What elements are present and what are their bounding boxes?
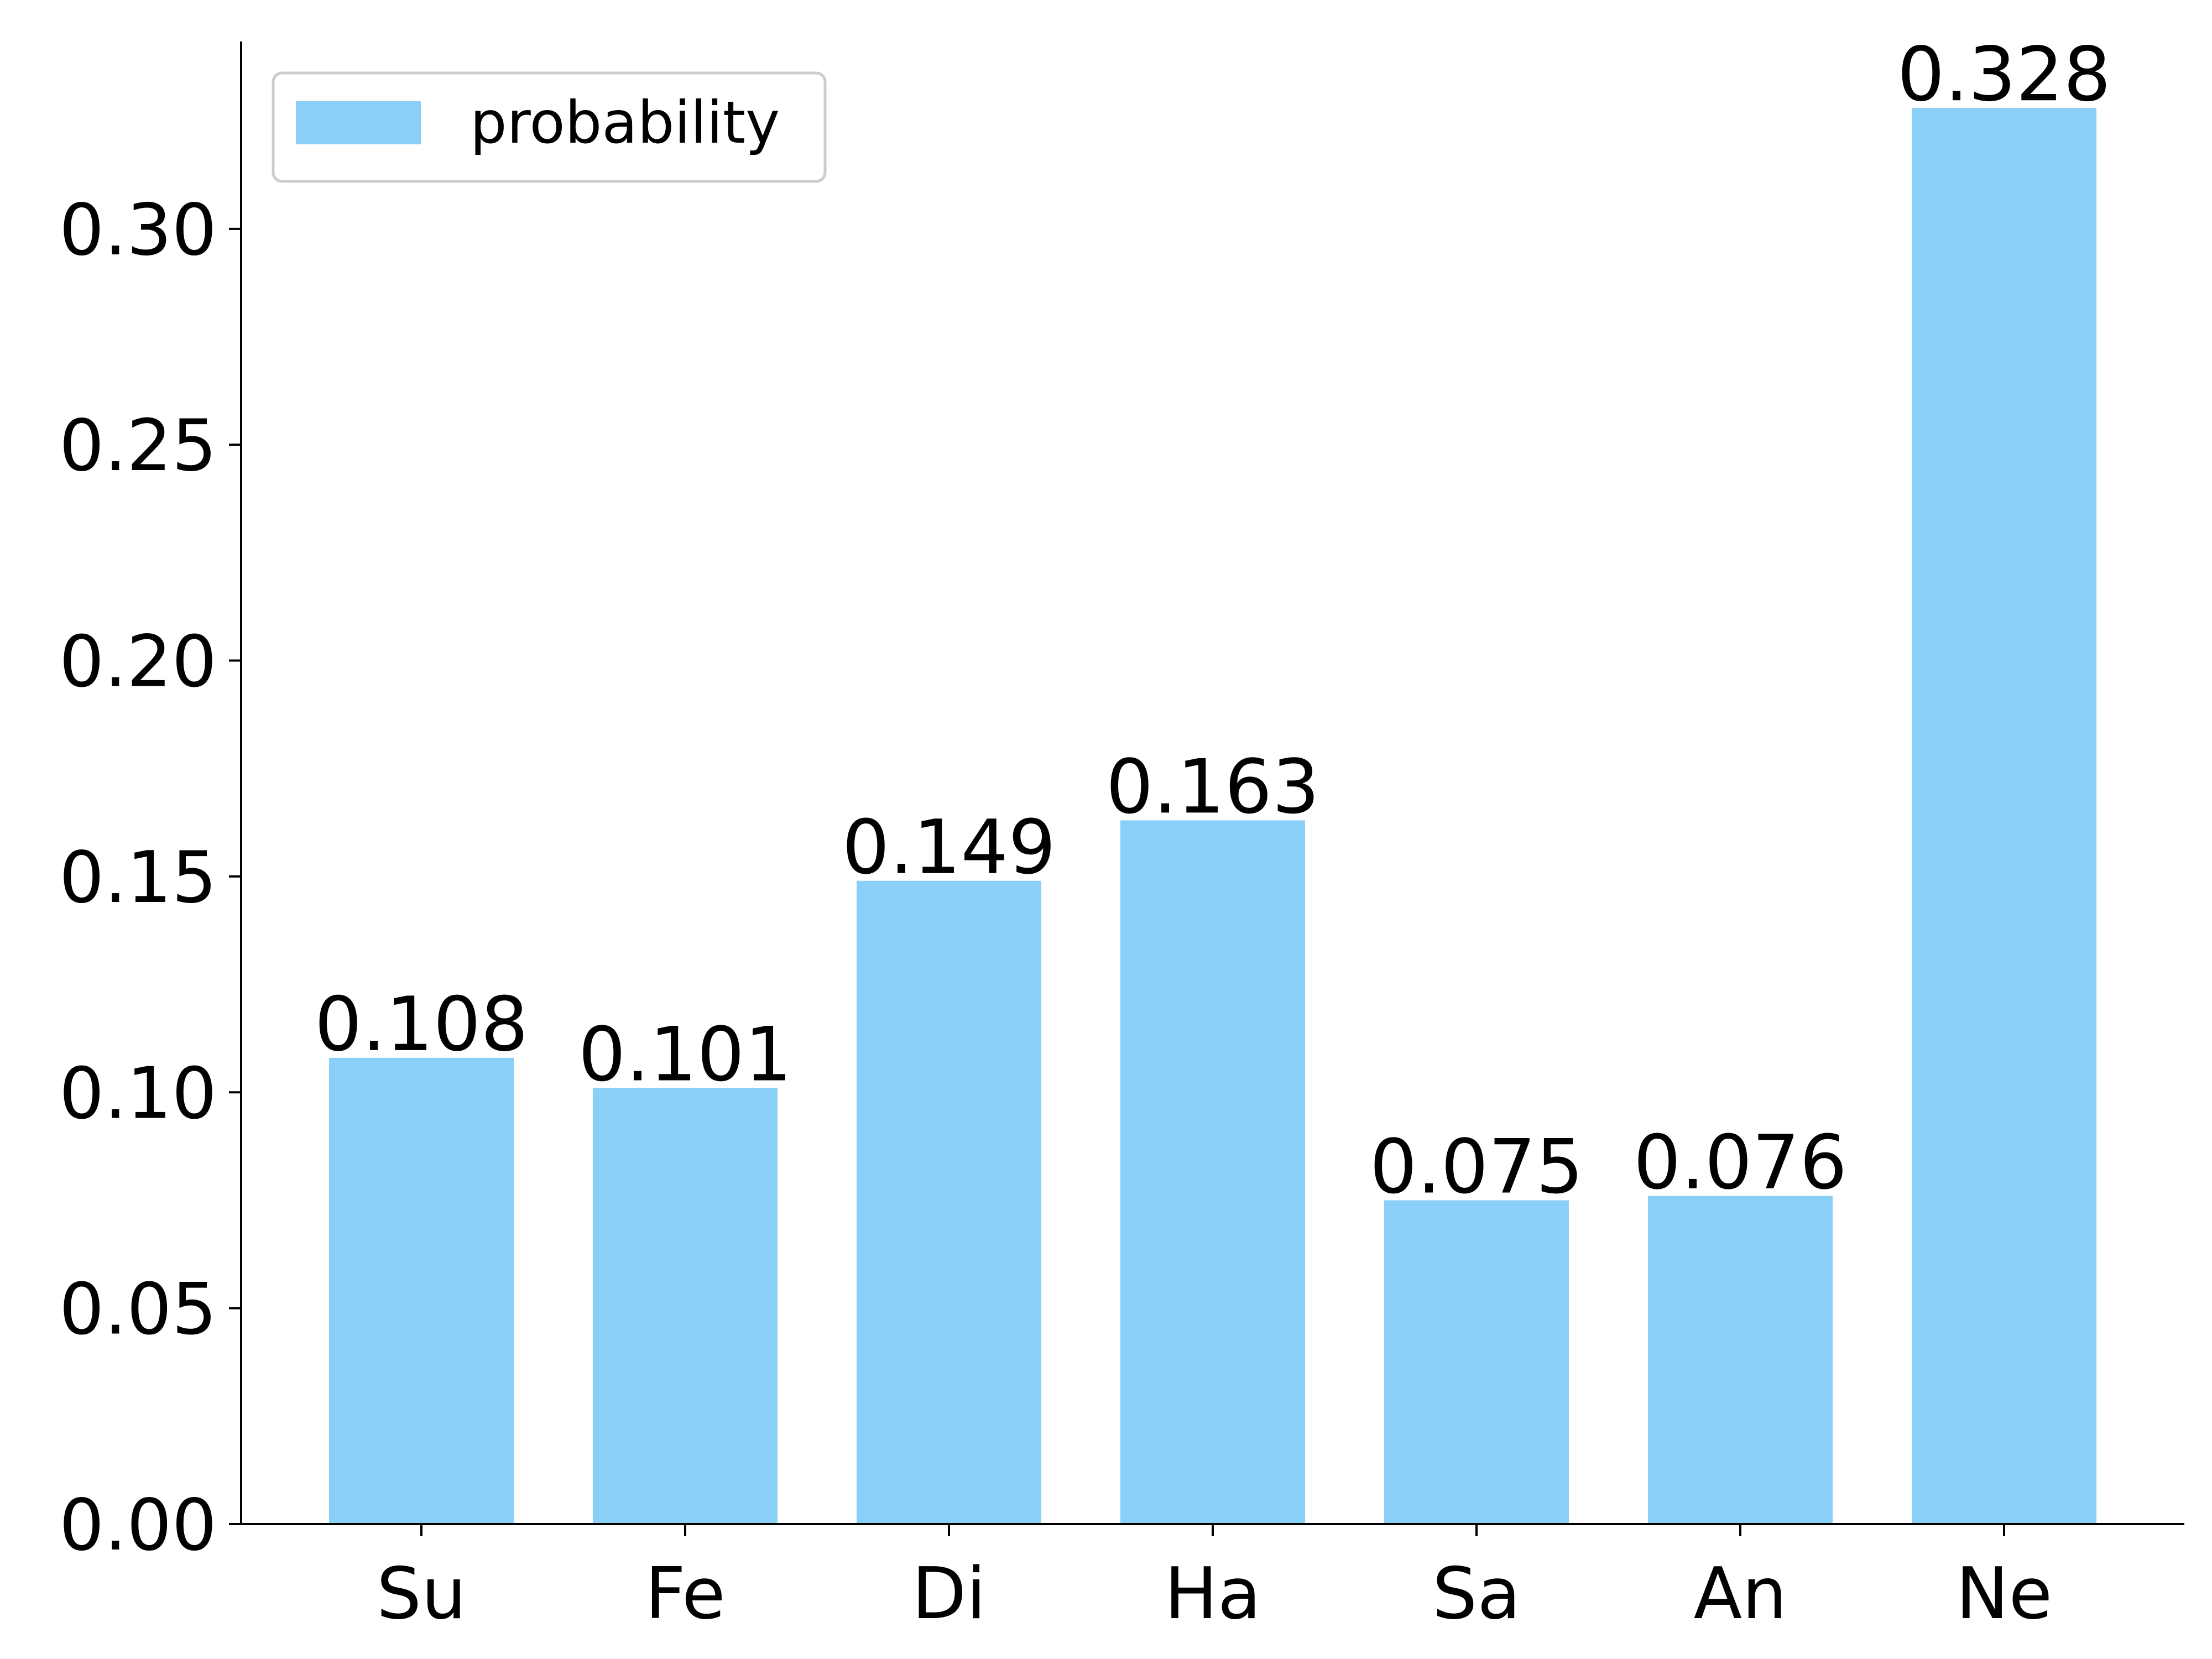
y-axis-ticks: 0.00 0.05 0.10 0.15 0.20 0.25 0.30 (59, 189, 241, 1567)
bar-an (1648, 1196, 1833, 1524)
x-tick-label: Ne (1956, 1553, 2053, 1635)
bar-value-label: 0.076 (1634, 1119, 1847, 1206)
bar-ha (1120, 820, 1305, 1524)
legend-label: probability (470, 89, 780, 156)
y-tick-label: 0.20 (59, 621, 217, 703)
bar-value-label: 0.108 (315, 981, 528, 1068)
bar-value-label: 0.163 (1106, 743, 1319, 830)
x-tick-label: Su (377, 1553, 466, 1635)
y-tick-label: 0.30 (59, 189, 217, 272)
legend-frame (272, 71, 827, 183)
y-tick-label: 0.25 (59, 405, 217, 487)
x-tick-label: Fe (645, 1553, 725, 1635)
bar-value-labels: 0.108 0.101 0.149 0.163 0.075 0.076 0.328 (315, 31, 2111, 1210)
bar-fe (593, 1088, 778, 1524)
bar-value-label: 0.149 (842, 804, 1056, 891)
x-tick-label: An (1694, 1553, 1787, 1635)
bar-su (329, 1057, 514, 1524)
bar-di (857, 880, 1041, 1524)
legend: probability (272, 71, 827, 183)
bar-value-label: 0.328 (1897, 31, 2111, 118)
x-axis-ticks: Su Fe Di Ha Sa An Ne (377, 1524, 2052, 1635)
bar-value-label: 0.101 (578, 1011, 792, 1098)
y-tick-label: 0.10 (59, 1052, 217, 1135)
bar-sa (1384, 1200, 1569, 1524)
legend-swatch (296, 101, 421, 144)
bar-ne (1912, 108, 2096, 1525)
y-tick-label: 0.15 (59, 837, 217, 919)
y-tick-label: 0.05 (59, 1269, 217, 1351)
x-tick-label: Di (912, 1553, 986, 1635)
y-tick-label: 0.00 (59, 1484, 217, 1567)
x-tick-label: Sa (1432, 1553, 1521, 1635)
x-tick-label: Ha (1165, 1553, 1261, 1635)
bar-value-label: 0.075 (1370, 1123, 1583, 1210)
bars-group (329, 108, 2096, 1525)
